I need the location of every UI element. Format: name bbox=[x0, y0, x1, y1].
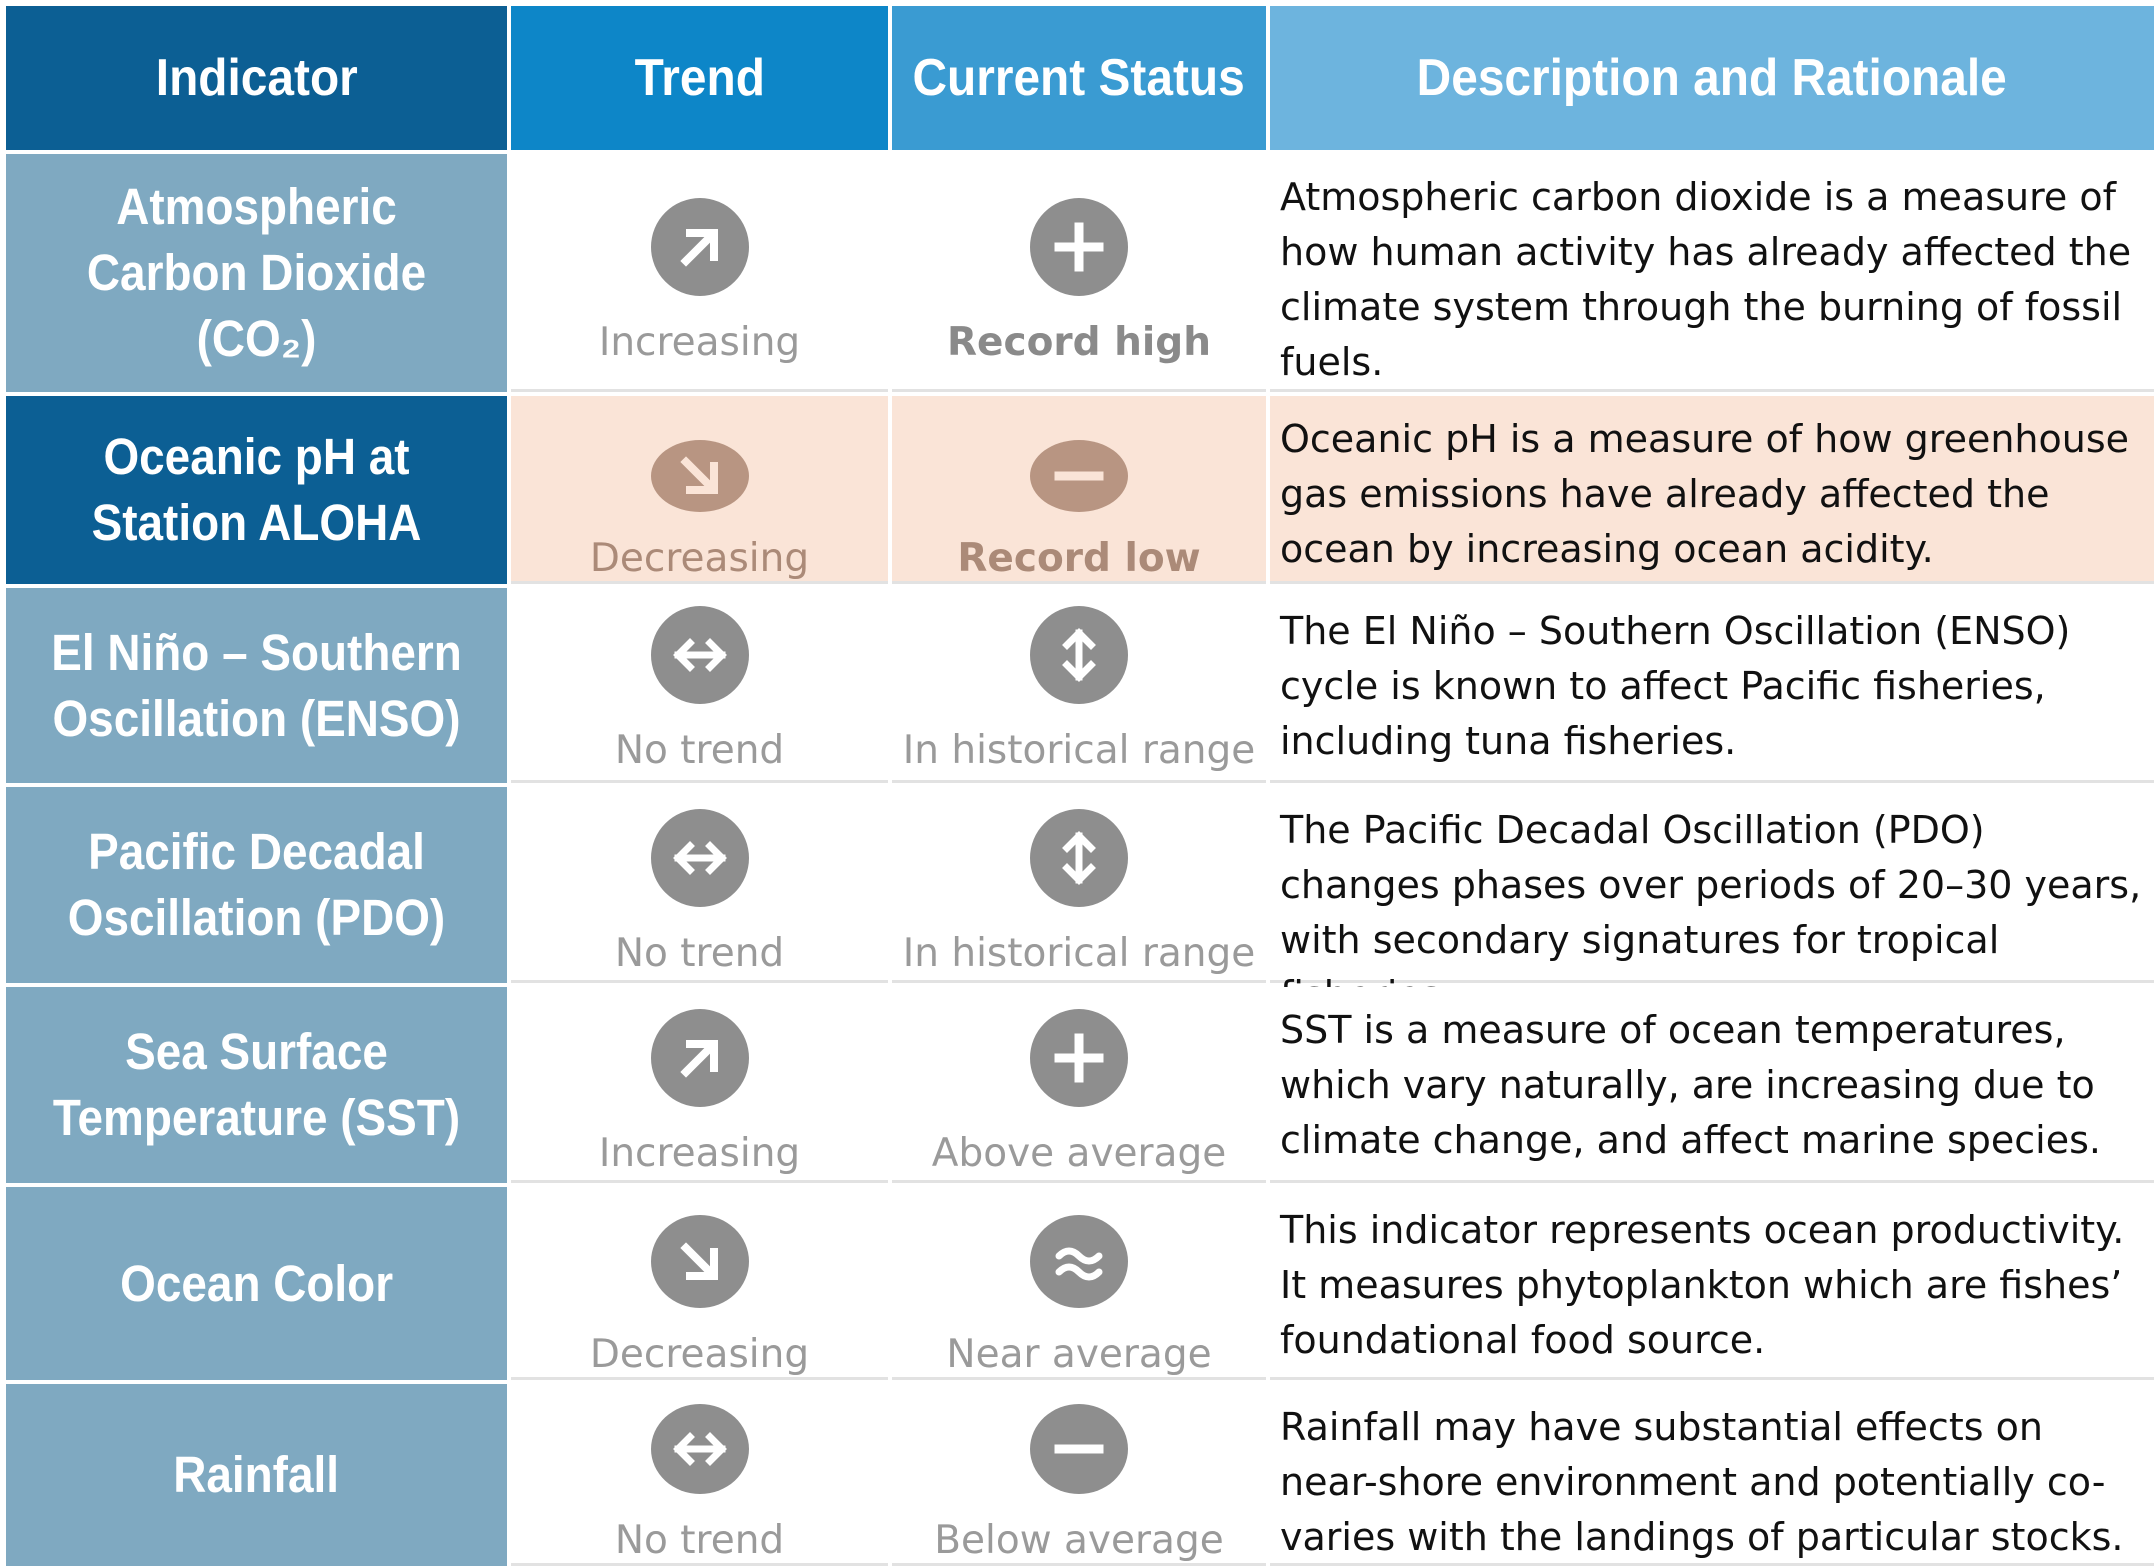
indicator-ocean-color-label: Ocean Color bbox=[120, 1254, 393, 1312]
arrow-left-right-icon bbox=[650, 809, 749, 907]
status-label: Above average bbox=[931, 1131, 1227, 1176]
header-trend-label: Trend bbox=[634, 49, 765, 107]
indicator-ocean-color: Ocean Color bbox=[6, 1187, 507, 1380]
indicator-sst: Sea Surface Temperature (SST) bbox=[6, 987, 507, 1183]
arrow-up-right-icon bbox=[650, 198, 749, 296]
indicator-ph: Oceanic pH at Station ALOHA bbox=[6, 396, 507, 584]
trend-cell: Decreasing bbox=[511, 396, 888, 584]
arrow-up-down-icon bbox=[1030, 606, 1128, 704]
description-cell: This indicator represents ocean producti… bbox=[1270, 1187, 2154, 1380]
header-status: Current Status bbox=[892, 6, 1266, 150]
trend-label: No trend bbox=[614, 931, 785, 976]
status-cell: Record high bbox=[892, 154, 1266, 392]
indicator-enso: El Niño – Southern Oscillation (ENSO) bbox=[6, 588, 507, 783]
arrow-left-right-icon bbox=[650, 1404, 749, 1494]
status-label: Record low bbox=[957, 536, 1201, 581]
trend-label: No trend bbox=[614, 1518, 785, 1563]
description-text: Oceanic pH is a measure of how greenhous… bbox=[1280, 417, 2130, 571]
description-cell: Rainfall may have substantial effects on… bbox=[1270, 1384, 2154, 1566]
arrow-down-right-icon bbox=[650, 440, 749, 512]
header-description-label: Description and Rationale bbox=[1416, 49, 2008, 107]
arrow-left-right-icon bbox=[650, 606, 749, 704]
indicator-ph-label: Oceanic pH at Station ALOHA bbox=[91, 428, 422, 551]
header-status-label: Current Status bbox=[912, 49, 1246, 107]
description-cell: The El Niño – Southern Oscillation (ENSO… bbox=[1270, 588, 2154, 783]
trend-label: Increasing bbox=[598, 1131, 801, 1176]
status-label: Near average bbox=[946, 1332, 1212, 1377]
description-text: SST is a measure of ocean temperatures, … bbox=[1280, 1008, 2101, 1162]
indicator-co2: Atmospheric Carbon Dioxide (CO₂) bbox=[6, 154, 507, 392]
header-description: Description and Rationale bbox=[1270, 6, 2154, 150]
trend-label: No trend bbox=[614, 728, 785, 773]
arrow-up-right-icon bbox=[650, 1009, 749, 1107]
indicator-co2-label: Atmospheric Carbon Dioxide (CO₂) bbox=[86, 178, 427, 367]
indicator-rainfall-label: Rainfall bbox=[173, 1446, 340, 1503]
description-text: Atmospheric carbon dioxide is a measure … bbox=[1280, 175, 2132, 384]
description-cell: Atmospheric carbon dioxide is a measure … bbox=[1270, 154, 2154, 392]
arrow-up-down-icon bbox=[1030, 809, 1128, 907]
trend-cell: No trend bbox=[511, 588, 888, 783]
arrow-down-right-icon bbox=[650, 1215, 749, 1308]
status-label: Record high bbox=[947, 320, 1211, 365]
trend-cell: No trend bbox=[511, 1384, 888, 1566]
indicator-pdo: Pacific Decadal Oscillation (PDO) bbox=[6, 787, 507, 983]
minus-icon bbox=[1030, 1404, 1128, 1494]
description-text: The El Niño – Southern Oscillation (ENSO… bbox=[1280, 609, 2071, 763]
trend-label: Increasing bbox=[598, 320, 801, 365]
header-trend: Trend bbox=[511, 6, 888, 150]
header-indicator-label: Indicator bbox=[155, 49, 358, 107]
trend-label: Decreasing bbox=[589, 1332, 810, 1377]
approx-icon bbox=[1030, 1215, 1128, 1308]
trend-cell: No trend bbox=[511, 787, 888, 983]
plus-icon bbox=[1030, 198, 1128, 296]
status-cell: Above average bbox=[892, 987, 1266, 1183]
description-cell: Oceanic pH is a measure of how greenhous… bbox=[1270, 396, 2154, 584]
status-cell: In historical range bbox=[892, 588, 1266, 783]
description-text: Rainfall may have substantial effects on… bbox=[1280, 1405, 2124, 1559]
description-cell: The Pacific Decadal Oscillation (PDO) ch… bbox=[1270, 787, 2154, 1017]
indicator-pdo-label: Pacific Decadal Oscillation (PDO) bbox=[67, 823, 446, 946]
minus-icon bbox=[1030, 440, 1128, 512]
indicator-enso-label: El Niño – Southern Oscillation (ENSO) bbox=[51, 623, 462, 747]
trend-cell: Decreasing bbox=[511, 1187, 888, 1380]
description-cell: SST is a measure of ocean temperatures, … bbox=[1270, 987, 2154, 1183]
trend-label: Decreasing bbox=[589, 536, 810, 581]
trend-cell: Increasing bbox=[511, 154, 888, 392]
trend-cell: Increasing bbox=[511, 987, 888, 1183]
indicator-rainfall: Rainfall bbox=[6, 1384, 507, 1566]
status-label: Below average bbox=[934, 1518, 1224, 1563]
status-label: In historical range bbox=[902, 728, 1256, 773]
status-cell: In historical range bbox=[892, 787, 1266, 983]
description-text: This indicator represents ocean producti… bbox=[1280, 1208, 2125, 1362]
status-cell: Near average bbox=[892, 1187, 1266, 1380]
indicator-table: Indicator Trend Current Status Descripti… bbox=[6, 6, 2154, 1566]
status-label: In historical range bbox=[902, 931, 1256, 976]
header-indicator: Indicator bbox=[6, 6, 507, 150]
status-cell: Below average bbox=[892, 1384, 1266, 1566]
indicator-sst-label: Sea Surface Temperature (SST) bbox=[52, 1023, 461, 1146]
status-cell: Record low bbox=[892, 396, 1266, 584]
plus-icon bbox=[1030, 1009, 1128, 1107]
